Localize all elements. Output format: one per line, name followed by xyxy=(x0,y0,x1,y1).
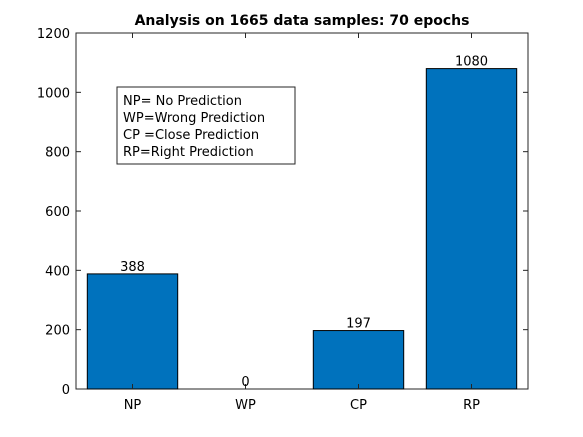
data-label-rp: 1080 xyxy=(455,55,488,70)
chart-title: Analysis on 1665 data samples: 70 epochs xyxy=(135,13,470,29)
y-tick-label: 1000 xyxy=(37,86,70,101)
x-tick-label-np: NP xyxy=(124,398,142,413)
y-tick-label: 1200 xyxy=(37,27,70,42)
y-tick-label: 400 xyxy=(45,264,70,279)
bar-np xyxy=(86,273,179,390)
bar-cp xyxy=(312,330,405,390)
bars-group xyxy=(86,68,518,390)
y-tick-label: 800 xyxy=(45,146,70,161)
legend-entry-rp: RP=Right Prediction xyxy=(123,145,254,160)
y-tick-label: 0 xyxy=(62,383,70,398)
data-label-np: 388 xyxy=(120,260,145,275)
data-label-wp: 0 xyxy=(241,375,249,390)
x-axis: NP WP CP RP xyxy=(124,33,480,413)
legend-entry-wp: WP=Wrong Prediction xyxy=(123,111,265,126)
legend: NP= No Prediction WP=Wrong Prediction CP… xyxy=(116,86,296,165)
x-tick-label-wp: WP xyxy=(235,398,256,413)
y-tick-label: 600 xyxy=(45,205,70,220)
legend-frame xyxy=(116,86,296,165)
x-tick-label-rp: RP xyxy=(463,398,480,413)
x-tick-label-cp: CP xyxy=(350,398,367,413)
legend-entry-np: NP= No Prediction xyxy=(123,94,242,109)
data-label-cp: 197 xyxy=(346,317,371,332)
y-tick-label: 200 xyxy=(45,324,70,339)
data-labels: 388 0 197 1080 xyxy=(120,55,488,390)
y-axis: 0 200 400 600 800 1000 1200 xyxy=(37,27,528,398)
bar-rp xyxy=(425,68,518,390)
legend-entry-cp: CP =Close Prediction xyxy=(123,128,259,143)
plot-area: 0 200 400 600 800 1000 1200 NP WP CP RP 388 0 197 10… xyxy=(37,27,529,413)
